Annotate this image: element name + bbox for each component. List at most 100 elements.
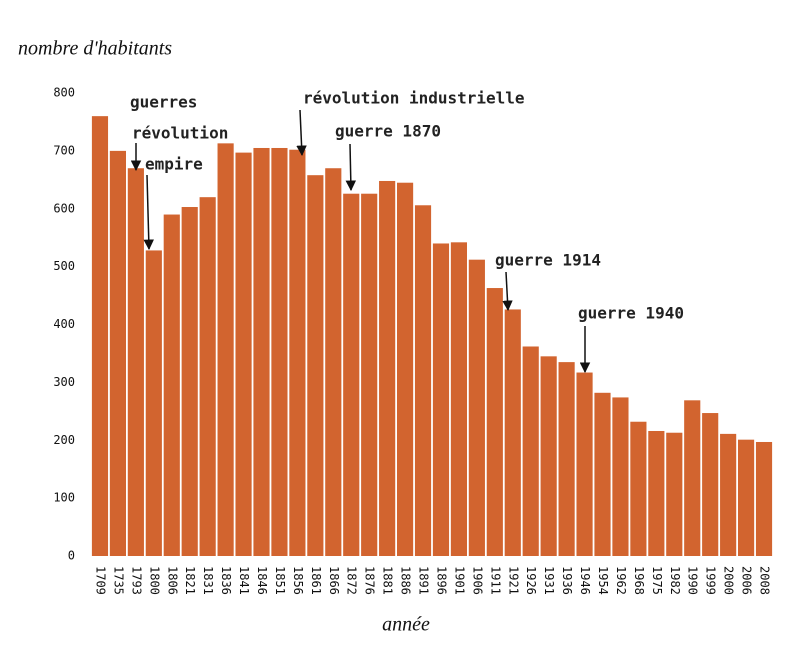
bar <box>343 193 360 556</box>
plot: 0 100 200 300 400 500 600 700 800 1709 1735 1793 180… <box>53 86 773 595</box>
y-tick-label: 0 <box>68 549 75 563</box>
bar <box>361 193 378 556</box>
bar <box>163 214 180 556</box>
x-tick-label: 1982 <box>668 566 682 595</box>
arrow <box>345 143 357 192</box>
x-tick-label: 1936 <box>560 566 574 595</box>
bar <box>109 150 126 556</box>
y-tick-label: 600 <box>53 201 75 215</box>
y-axis-title: nombre d'habitants <box>18 38 172 60</box>
arrow <box>143 174 154 251</box>
x-tick-label: 1861 <box>309 566 323 595</box>
x-tick-label: 1806 <box>165 566 179 595</box>
x-tick-label: 1709 <box>93 566 107 595</box>
x-tick-label: 1891 <box>417 566 431 595</box>
x-tick-label: 1841 <box>237 566 251 595</box>
y-tick-label: 200 <box>53 433 75 447</box>
bar <box>702 413 719 556</box>
x-tick-label: 1836 <box>219 566 233 595</box>
x-tick-label: 1896 <box>434 566 448 595</box>
x-tick-label: 1926 <box>524 566 538 595</box>
x-tick-label: 1921 <box>506 566 520 595</box>
x-tick-label: 1846 <box>255 566 269 595</box>
bar <box>522 346 539 556</box>
annotation: guerre 1914 <box>495 251 601 270</box>
bar <box>468 259 485 556</box>
bar <box>432 243 450 556</box>
bar <box>127 168 144 557</box>
bar <box>720 433 737 556</box>
annotation: guerre 1940 <box>578 304 684 323</box>
bar <box>235 152 252 556</box>
x-tick-label: 1872 <box>345 566 359 595</box>
bar <box>594 392 611 556</box>
bar <box>325 168 342 557</box>
x-tick-label: 1876 <box>363 566 377 595</box>
bar <box>414 205 432 556</box>
x-tick-label: 1968 <box>632 566 646 595</box>
bar <box>450 242 467 556</box>
x-tick-label: 2006 <box>740 566 754 595</box>
bar <box>684 400 701 556</box>
x-tick-label: 1962 <box>614 566 628 595</box>
x-tick-label: 1800 <box>147 566 161 595</box>
x-axis-title: année <box>382 614 430 636</box>
bar <box>145 250 162 557</box>
x-tick-label: 1954 <box>596 566 610 595</box>
annotation: révolution <box>132 124 228 143</box>
x-tick-label: 1999 <box>704 566 718 595</box>
bar <box>558 362 575 556</box>
bar <box>738 439 755 556</box>
annotation: guerres <box>130 93 197 112</box>
bar <box>666 432 683 556</box>
x-tick-label: 2008 <box>758 566 772 595</box>
annotation: empire <box>145 155 203 174</box>
x-tick-label: 1946 <box>578 566 592 595</box>
bar <box>504 309 521 556</box>
x-tick-label: 2000 <box>722 566 736 595</box>
bar <box>755 441 773 556</box>
x-tick-label: 1856 <box>291 566 305 595</box>
bar <box>486 288 503 556</box>
y-tick-label: 300 <box>53 375 75 389</box>
x-tick-label: 1793 <box>129 566 143 595</box>
bar <box>612 397 629 556</box>
arrow <box>502 271 513 312</box>
bar <box>217 143 234 556</box>
bar <box>199 197 216 557</box>
bar <box>540 356 557 556</box>
annotation: guerre 1870 <box>335 122 441 141</box>
x-tick-label: 1911 <box>488 566 502 595</box>
x-tick-label: 1735 <box>111 566 125 595</box>
x-tick-label: 1881 <box>381 566 395 595</box>
y-tick-label: 800 <box>53 86 75 100</box>
bar <box>397 182 414 557</box>
x-tick-label: 1831 <box>201 566 215 595</box>
arrow <box>296 109 307 157</box>
bar <box>307 175 324 556</box>
x-tick-label: 1901 <box>452 566 466 595</box>
bar <box>181 207 198 557</box>
y-tick-label: 700 <box>53 143 75 157</box>
bar <box>648 430 665 556</box>
bar <box>253 147 270 556</box>
x-tick-label: 1821 <box>183 566 197 595</box>
bar <box>630 421 647 556</box>
bar <box>271 147 288 556</box>
y-tick-label: 100 <box>53 491 75 505</box>
y-tick-label: 400 <box>53 317 75 331</box>
x-tick-label: 1866 <box>327 566 341 595</box>
bar <box>379 180 396 556</box>
x-tick-label: 1990 <box>686 566 700 595</box>
bar <box>91 116 109 557</box>
y-tick-label: 500 <box>53 259 75 273</box>
x-tick-label: 1906 <box>470 566 484 595</box>
bar <box>576 372 593 556</box>
x-tick-label: 1886 <box>399 566 413 595</box>
annotation: révolution industrielle <box>303 89 525 108</box>
x-tick-label: 1975 <box>650 566 664 595</box>
x-tick-label: 1851 <box>273 566 287 595</box>
x-tick-label: 1931 <box>542 566 556 595</box>
bar <box>289 149 306 556</box>
